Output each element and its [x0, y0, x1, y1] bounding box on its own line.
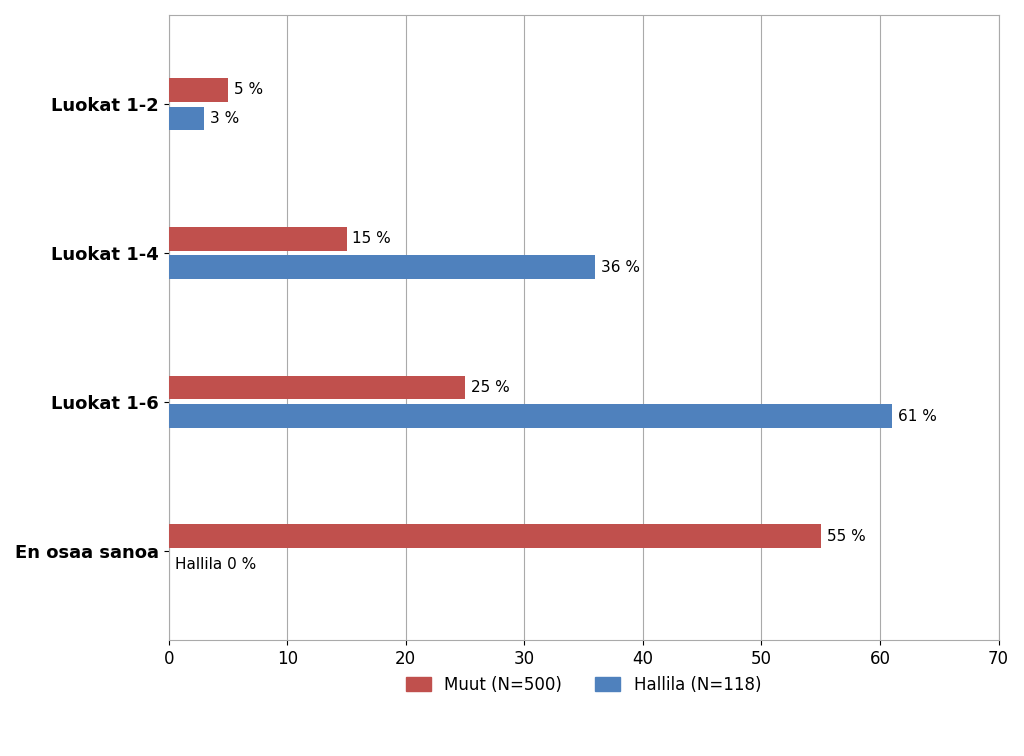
Text: 36 %: 36 % [601, 260, 640, 275]
Bar [169, 525, 820, 548]
Bar [169, 404, 892, 428]
Bar [169, 227, 346, 251]
Text: 15 %: 15 % [352, 231, 391, 246]
Legend: Muut (N=500), Hallila (N=118): Muut (N=500), Hallila (N=118) [399, 669, 768, 700]
Text: 3 %: 3 % [210, 111, 240, 126]
Bar [169, 376, 465, 399]
Text: 5 %: 5 % [233, 82, 263, 98]
Bar [169, 107, 204, 131]
Bar [169, 78, 228, 102]
Text: 55 %: 55 % [826, 529, 865, 544]
Text: 61 %: 61 % [898, 409, 937, 423]
Text: Hallila 0 %: Hallila 0 % [175, 557, 256, 572]
Bar [169, 256, 596, 279]
Text: 25 %: 25 % [471, 380, 510, 395]
